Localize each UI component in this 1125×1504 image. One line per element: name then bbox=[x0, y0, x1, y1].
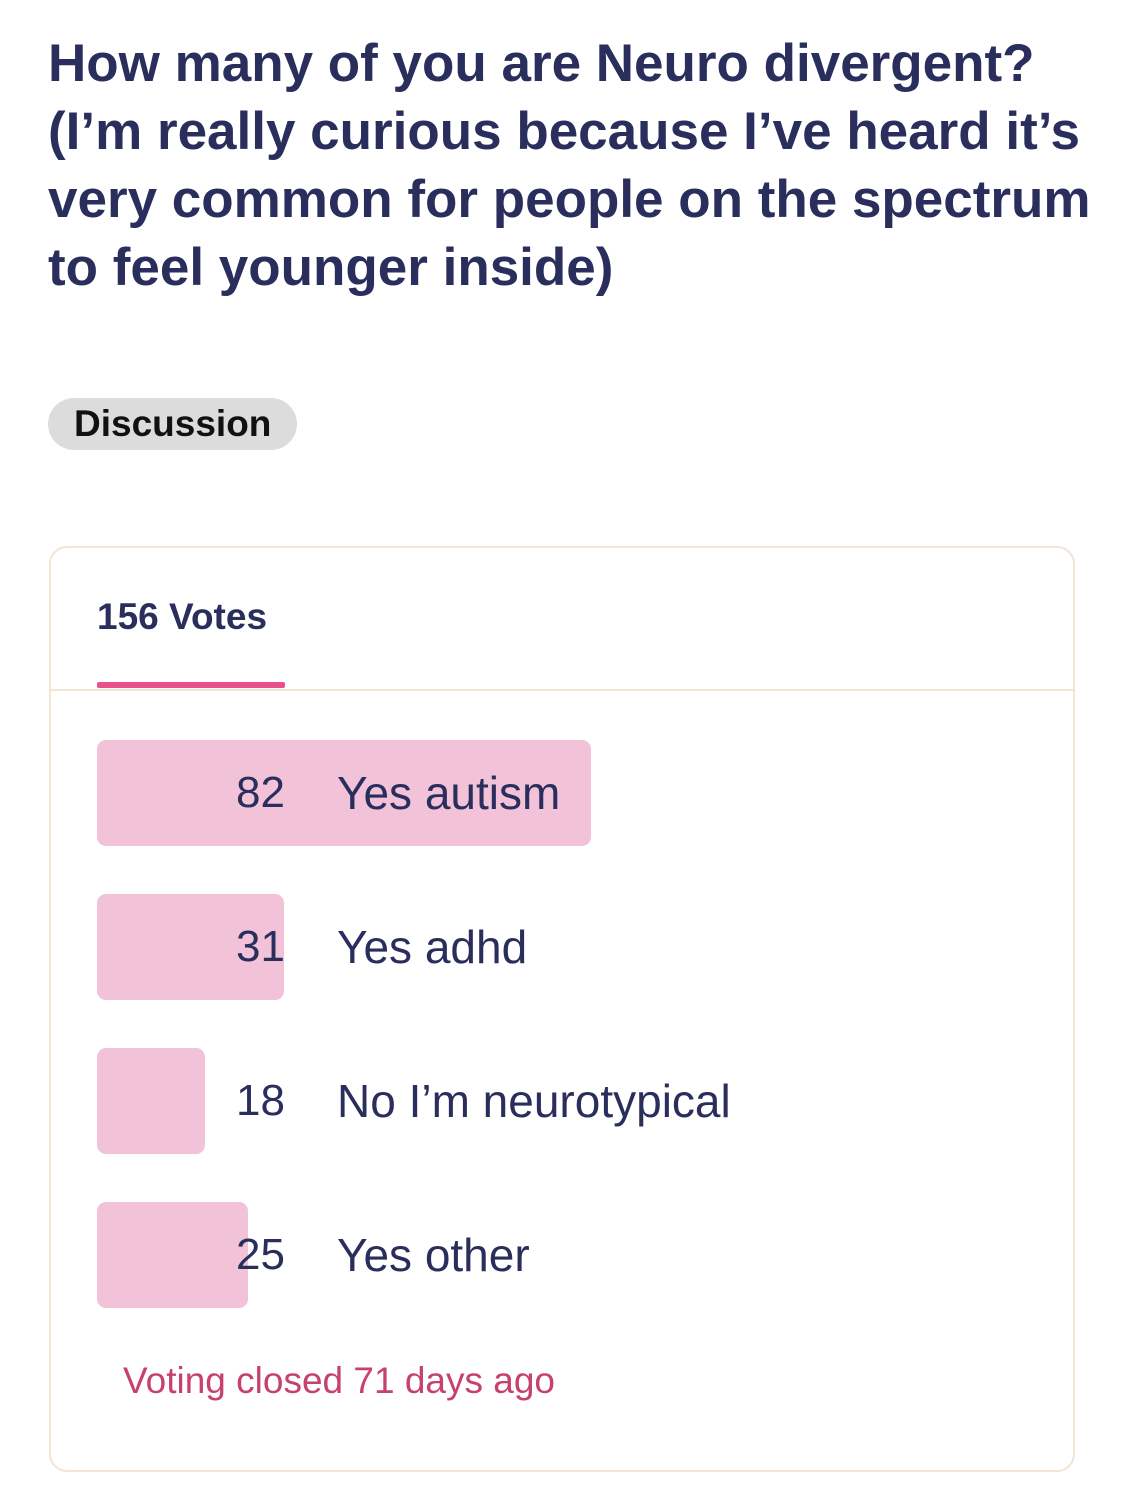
poll-option-yes-other: 25 Yes other bbox=[97, 1202, 1057, 1308]
discussion-flair[interactable]: Discussion bbox=[48, 398, 298, 450]
poll-option-label: Yes other bbox=[337, 1229, 530, 1281]
poll-option-bar bbox=[97, 740, 591, 846]
poll-option-count: 18 bbox=[236, 1076, 285, 1125]
poll-option-bar bbox=[97, 1048, 205, 1154]
poll-option-bar bbox=[97, 894, 284, 1000]
poll-option-label: No I’m neurotypical bbox=[337, 1075, 731, 1127]
poll-option-count: 31 bbox=[236, 922, 285, 971]
poll-card: 156 Votes 82 Yes autism 31 Yes adhd 18 N… bbox=[49, 546, 1075, 1472]
tab-indicator bbox=[97, 682, 285, 688]
votes-tab[interactable]: 156 Votes bbox=[97, 596, 268, 637]
poll-option-yes-adhd: 31 Yes adhd bbox=[97, 894, 1057, 1000]
poll-option-count: 82 bbox=[236, 768, 285, 817]
tab-divider bbox=[51, 689, 1073, 691]
poll-option-yes-autism: 82 Yes autism bbox=[97, 740, 1057, 846]
poll-option-bar bbox=[97, 1202, 248, 1308]
poll-option-label: Yes autism bbox=[337, 767, 561, 819]
poll-option-neurotypical: 18 No I’m neurotypical bbox=[97, 1048, 1057, 1154]
post-title: How many of you are Neuro divergent?(I’m… bbox=[48, 34, 1091, 297]
voting-status: Voting closed 71 days ago bbox=[123, 1360, 555, 1401]
poll-option-count: 25 bbox=[236, 1230, 285, 1279]
poll-option-label: Yes adhd bbox=[337, 921, 528, 973]
